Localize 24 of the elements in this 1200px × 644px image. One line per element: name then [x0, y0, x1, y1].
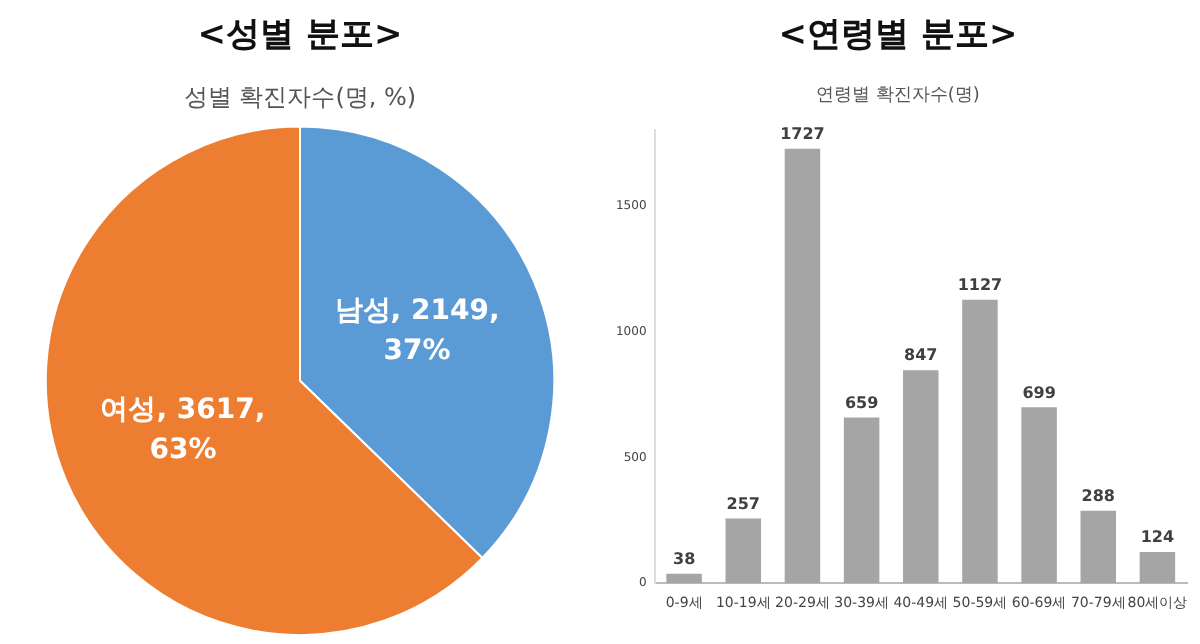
bar — [903, 370, 939, 584]
bar — [666, 573, 702, 584]
data-label: 257 — [726, 494, 760, 513]
data-label: 1127 — [957, 275, 1003, 294]
data-label: 288 — [1081, 486, 1116, 505]
bar — [725, 518, 762, 584]
bar — [1139, 552, 1176, 584]
chart-title: <성별 분포> — [197, 15, 403, 56]
bar — [784, 148, 821, 584]
data-label: 124 — [1140, 528, 1175, 547]
bar — [1080, 510, 1117, 584]
slice-label: 여성, 3617, 63% — [100, 393, 266, 466]
bar — [1021, 407, 1057, 584]
data-label: 38 — [672, 549, 697, 568]
data-label: 1727 — [780, 124, 825, 143]
bar — [843, 417, 880, 584]
data-label: 847 — [904, 346, 938, 365]
data-label: 699 — [1022, 383, 1057, 402]
data-label: 659 — [844, 393, 880, 412]
chart-subtitle: 성별 확진자수(명, %) — [183, 83, 417, 112]
chart-title: <연령별 분포> — [778, 15, 1018, 56]
slice-label: 남성, 2149, 37% — [334, 294, 500, 367]
chart-subtitle: 연령별 확진자수(명) — [816, 86, 980, 107]
bar — [962, 299, 998, 584]
